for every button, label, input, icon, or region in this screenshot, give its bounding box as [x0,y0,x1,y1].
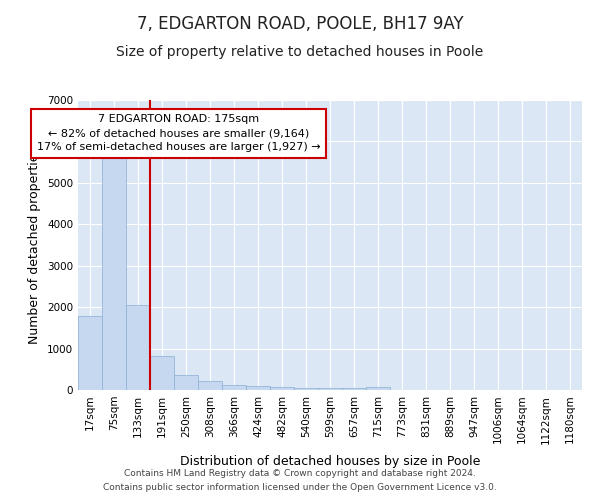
Bar [366,386,390,390]
Bar [222,385,246,390]
Bar [318,388,342,390]
Text: Size of property relative to detached houses in Poole: Size of property relative to detached ho… [116,45,484,59]
Bar [150,356,174,390]
Text: 7 EDGARTON ROAD: 175sqm
← 82% of detached houses are smaller (9,164)
17% of semi: 7 EDGARTON ROAD: 175sqm ← 82% of detache… [37,114,320,152]
Bar [246,386,270,390]
Bar [294,388,318,390]
Text: Contains public sector information licensed under the Open Government Licence v3: Contains public sector information licen… [103,484,497,492]
Bar [174,374,198,390]
Bar [78,316,102,390]
Text: Contains HM Land Registry data © Crown copyright and database right 2024.: Contains HM Land Registry data © Crown c… [124,468,476,477]
Bar [126,305,150,390]
Text: 7, EDGARTON ROAD, POOLE, BH17 9AY: 7, EDGARTON ROAD, POOLE, BH17 9AY [137,15,463,33]
X-axis label: Distribution of detached houses by size in Poole: Distribution of detached houses by size … [180,454,480,468]
Bar [198,381,222,390]
Bar [342,388,366,390]
Bar [270,387,294,390]
Y-axis label: Number of detached properties: Number of detached properties [28,146,41,344]
Bar [102,153,126,390]
